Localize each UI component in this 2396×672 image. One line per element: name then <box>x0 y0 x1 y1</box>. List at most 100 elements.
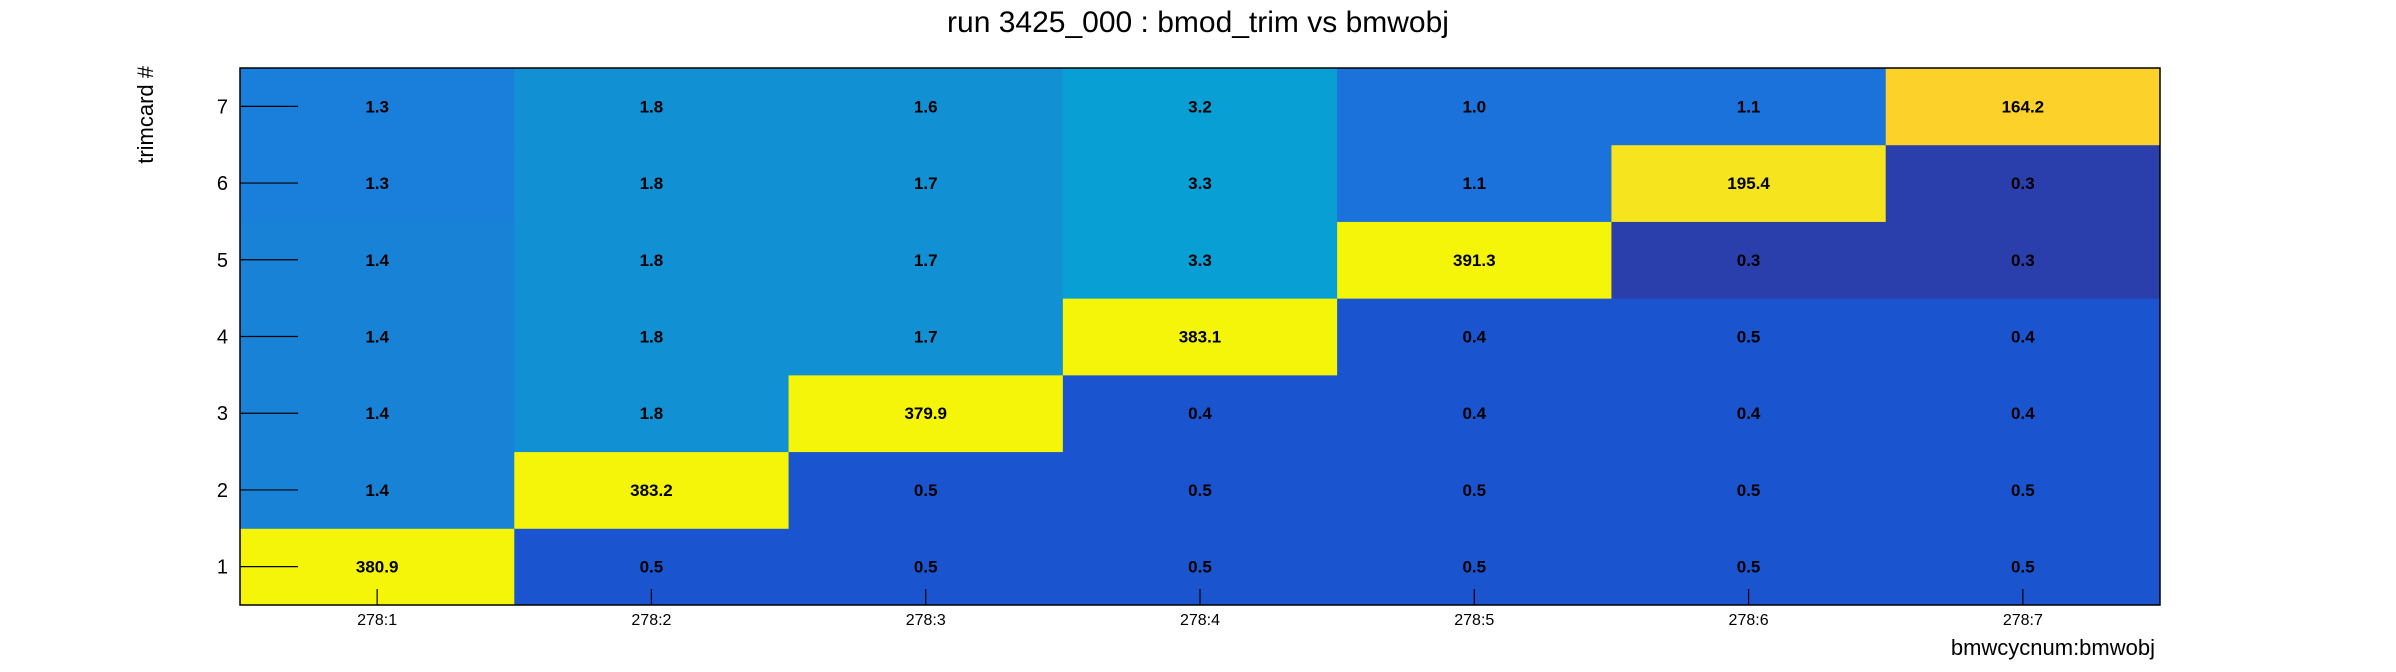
cell-value-label: 1.0 <box>1462 97 1486 116</box>
cell-value-label: 1.4 <box>365 328 389 347</box>
heatmap-cell <box>514 221 790 299</box>
x-tick-label: 278:7 <box>2003 612 2043 629</box>
y-tick-label: 7 <box>217 96 228 118</box>
cell-value-label: 195.4 <box>1727 174 1770 193</box>
cell-value-label: 3.3 <box>1188 251 1212 270</box>
heatmap-cell <box>1885 298 2161 376</box>
heatmap-cell <box>1337 298 1612 376</box>
heatmap-cell <box>514 298 790 376</box>
x-tick-label: 278:2 <box>631 612 671 629</box>
cell-value-label: 0.5 <box>914 558 938 577</box>
chart-title: run 3425_000 : bmod_trim vs bmwobj <box>947 6 1449 39</box>
y-axis: 1 2 3 4 5 6 7 <box>217 96 298 579</box>
cell-value-label: 0.3 <box>2011 251 2035 270</box>
heatmap-cell <box>1885 451 2161 529</box>
cell-value-label: 0.3 <box>1737 251 1761 270</box>
cell-value-label: 1.1 <box>1737 97 1761 116</box>
heatmap-cells <box>240 68 2161 606</box>
heatmap-cell <box>1885 68 2161 146</box>
heatmap-cell <box>1611 374 1887 453</box>
cell-value-label: 0.3 <box>2011 174 2035 193</box>
cell-value-label: 0.4 <box>1462 404 1486 423</box>
cell-value-label: 0.4 <box>1462 328 1486 347</box>
y-tick-label: 6 <box>217 173 228 195</box>
heatmap-cell <box>1611 451 1887 529</box>
cell-value-label: 0.5 <box>1737 481 1761 500</box>
cell-value-label: 1.8 <box>640 404 664 423</box>
cell-value-label: 1.7 <box>914 251 938 270</box>
cell-value-label: 0.5 <box>1737 328 1761 347</box>
heatmap-cell <box>788 221 1064 299</box>
heatmap-cell <box>1611 144 1887 222</box>
y-tick-label: 3 <box>217 403 228 425</box>
heatmap-cell <box>788 298 1064 376</box>
cell-value-label: 0.5 <box>2011 481 2035 500</box>
heatmap-cell <box>1337 68 1612 146</box>
cell-value-label: 0.5 <box>1188 481 1212 500</box>
x-axis-label: bmwcycnum:bmwobj <box>1951 635 2155 660</box>
x-axis: 278:1 278:2 278:3 278:4 278:5 278:6 278:7 <box>357 589 2043 629</box>
cell-value-label: 0.5 <box>914 481 938 500</box>
cell-value-label: 1.4 <box>365 481 389 500</box>
heatmap-cell <box>514 374 790 453</box>
cell-value-label: 3.3 <box>1188 174 1212 193</box>
cell-value-label: 1.8 <box>640 174 664 193</box>
cell-value-label: 383.1 <box>1179 328 1222 347</box>
y-axis-label: trimcard # <box>133 65 158 164</box>
cell-value-label: 0.5 <box>1462 558 1486 577</box>
cell-value-label: 1.3 <box>365 174 389 193</box>
cell-value-label: 0.5 <box>1188 558 1212 577</box>
cell-value-label: 1.1 <box>1462 174 1486 193</box>
heatmap-cell <box>1611 298 1887 376</box>
cell-value-label: 1.7 <box>914 174 938 193</box>
cell-value-label: 0.5 <box>1737 558 1761 577</box>
cell-value-label: 1.8 <box>640 97 664 116</box>
x-tick-label: 278:1 <box>357 612 397 629</box>
cell-value-label: 383.2 <box>630 481 673 500</box>
heatmap-cell <box>514 144 790 222</box>
heatmap-cell <box>1062 68 1338 146</box>
cell-value-label: 164.2 <box>2002 97 2045 116</box>
heatmap-cell <box>788 451 1064 529</box>
heatmap-cell <box>1062 144 1338 222</box>
cell-value-label: 1.3 <box>365 97 389 116</box>
cell-value-label: 380.9 <box>356 558 399 577</box>
heatmap-cell <box>1885 144 2161 222</box>
cell-value-label: 3.2 <box>1188 97 1212 116</box>
x-tick-label: 278:4 <box>1180 612 1220 629</box>
cell-value-label: 1.8 <box>640 328 664 347</box>
y-tick-label: 4 <box>217 327 228 349</box>
heatmap-cell <box>1062 374 1338 453</box>
cell-value-label: 391.3 <box>1453 251 1496 270</box>
heatmap-cell <box>1337 374 1612 453</box>
cell-value-label: 0.5 <box>2011 558 2035 577</box>
heatmap-cell <box>1337 451 1612 529</box>
cell-value-label: 1.8 <box>640 251 664 270</box>
heatmap-cell <box>1885 221 2161 299</box>
cell-value-label: 0.5 <box>640 558 664 577</box>
cell-value-label: 1.4 <box>365 251 389 270</box>
cell-value-label: 0.4 <box>2011 328 2035 347</box>
cell-value-label: 0.4 <box>1737 404 1761 423</box>
y-tick-label: 1 <box>217 557 228 579</box>
heatmap-cell <box>1062 221 1338 299</box>
heatmap-cell <box>1885 374 2161 453</box>
x-tick-label: 278:3 <box>906 612 946 629</box>
heatmap-cell <box>514 451 790 529</box>
heatmap-cell-labels: 380.9 0.5 0.5 0.5 0.5 0.5 0.5 1.4 383.2 0.5 0.5 0.5… <box>356 97 2044 576</box>
y-tick-label: 5 <box>217 250 228 272</box>
heatmap-cell <box>1611 221 1887 299</box>
heatmap-cell <box>514 68 790 146</box>
heatmap-cell <box>788 374 1064 453</box>
x-tick-label: 278:5 <box>1454 612 1494 629</box>
cell-value-label: 379.9 <box>904 404 947 423</box>
heatmap-cell <box>1337 144 1612 222</box>
cell-value-label: 0.4 <box>1188 404 1212 423</box>
heatmap-cell <box>788 144 1064 222</box>
cell-value-label: 1.4 <box>365 404 389 423</box>
x-tick-label: 278:6 <box>1729 612 1769 629</box>
heatmap-cell <box>1611 68 1887 146</box>
y-tick-label: 2 <box>217 480 228 502</box>
cell-value-label: 1.7 <box>914 328 938 347</box>
